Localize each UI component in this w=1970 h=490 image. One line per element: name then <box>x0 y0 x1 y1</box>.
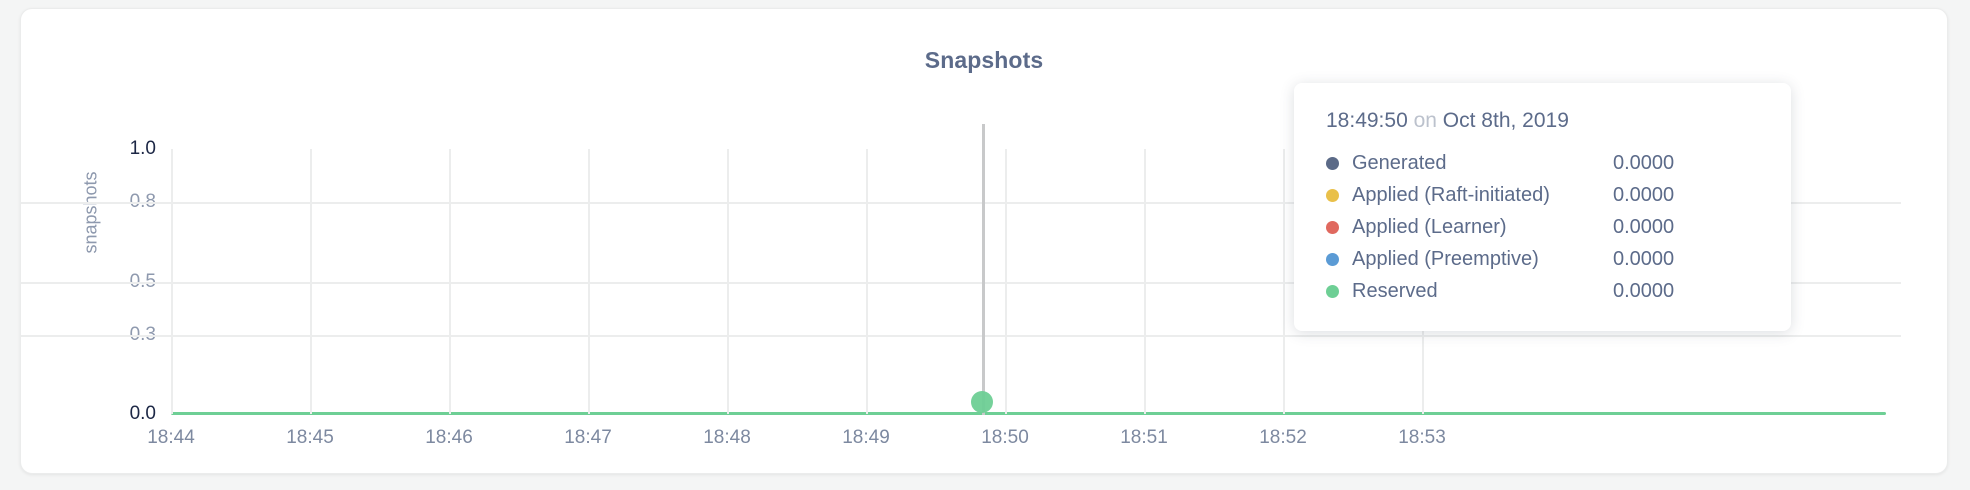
gridline-vertical <box>588 149 590 414</box>
gridline-vertical <box>1283 149 1285 414</box>
tooltip-on-word: on <box>1413 109 1437 132</box>
series-color-dot-icon <box>1326 220 1339 234</box>
x-axis-tick-label: 18:50 <box>981 427 1029 448</box>
gridline-horizontal <box>21 281 1901 284</box>
series-line-reserved <box>171 412 1886 415</box>
tooltip-series-value: 0.0000 <box>1613 151 1675 174</box>
tooltip-date: Oct 8th, 2019 <box>1442 109 1569 132</box>
hover-tooltip: 18:49:50 on Oct 8th, 2019 Generated 0.000… <box>1294 83 1791 331</box>
gridline-vertical <box>449 149 451 414</box>
series-color-dot-icon <box>1326 156 1339 170</box>
tooltip-row: Generated 0.0000 <box>1326 147 1759 179</box>
tooltip-series-label: Applied (Raft-initiated) <box>1352 183 1550 206</box>
gridline-vertical <box>727 149 729 414</box>
tooltip-series-label: Generated <box>1352 151 1447 174</box>
gridline-vertical <box>171 149 173 414</box>
x-axis-tick-label: 18:44 <box>147 427 195 448</box>
tooltip-series-value: 0.0000 <box>1613 183 1675 206</box>
y-axis-tick-label: 0.3 <box>129 323 156 345</box>
tooltip-row: Applied (Preemptive) 0.0000 <box>1326 243 1759 275</box>
y-axis-tick-label: 0.5 <box>129 270 156 292</box>
gridline-vertical <box>310 149 312 414</box>
series-color-dot-icon <box>1326 284 1339 298</box>
gridline-vertical <box>1144 149 1146 414</box>
page-title: Snapshots <box>924 47 1044 73</box>
tooltip-rows: Generated 0.0000 Applied (Raft-initiated) 0… <box>1326 147 1759 307</box>
hover-crosshair <box>981 124 985 415</box>
series-color-dot-icon <box>1326 252 1339 266</box>
tooltip-row: Reserved 0.0000 <box>1326 275 1759 307</box>
gridline-horizontal <box>21 334 1901 337</box>
x-axis-tick-label: 18:45 <box>286 427 334 448</box>
chart-card: Snapshots snapshots 0.0 0.3 0.5 0.8 1.0 18:4… <box>20 8 1948 474</box>
x-axis-tick-label: 18:49 <box>842 427 890 448</box>
x-axis-tick-label: 18:46 <box>425 427 473 448</box>
series-color-dot-icon <box>1326 188 1339 202</box>
tooltip-series-value: 0.0000 <box>1613 215 1675 238</box>
gridline-vertical <box>1005 149 1007 414</box>
data-point-reserved <box>970 391 993 413</box>
gridline-horizontal <box>21 202 1901 204</box>
x-axis-tick-label: 18:52 <box>1259 427 1307 448</box>
x-axis-tick-label: 18:48 <box>703 427 751 448</box>
y-axis-ticks: 0.0 0.3 0.5 0.8 1.0 <box>96 138 156 424</box>
y-axis-tick-label: 0.0 <box>129 403 156 424</box>
gridline-vertical <box>866 149 868 414</box>
tooltip-series-value: 0.0000 <box>1613 247 1675 270</box>
tooltip-time: 18:49:50 <box>1326 109 1408 132</box>
y-axis-tick-label: 1.0 <box>129 138 156 159</box>
tooltip-row: Applied (Learner) 0.0000 <box>1326 211 1759 243</box>
tooltip-series-value: 0.0000 <box>1613 279 1675 302</box>
x-axis-tick-label: 18:51 <box>1120 427 1168 448</box>
tooltip-header: 18:49:50 on Oct 8th, 2019 <box>1326 109 1759 133</box>
tooltip-series-label: Applied (Learner) <box>1352 215 1507 238</box>
x-axis-tick-label: 18:53 <box>1398 427 1446 448</box>
tooltip-series-label: Reserved <box>1352 279 1438 302</box>
hover-point-marker <box>963 391 1003 414</box>
tooltip-series-label: Applied (Preemptive) <box>1352 247 1539 270</box>
tooltip-row: Applied (Raft-initiated) 0.0000 <box>1326 179 1759 211</box>
x-axis-tick-label: 18:47 <box>564 427 612 448</box>
y-axis-tick-label: 0.8 <box>129 191 156 212</box>
